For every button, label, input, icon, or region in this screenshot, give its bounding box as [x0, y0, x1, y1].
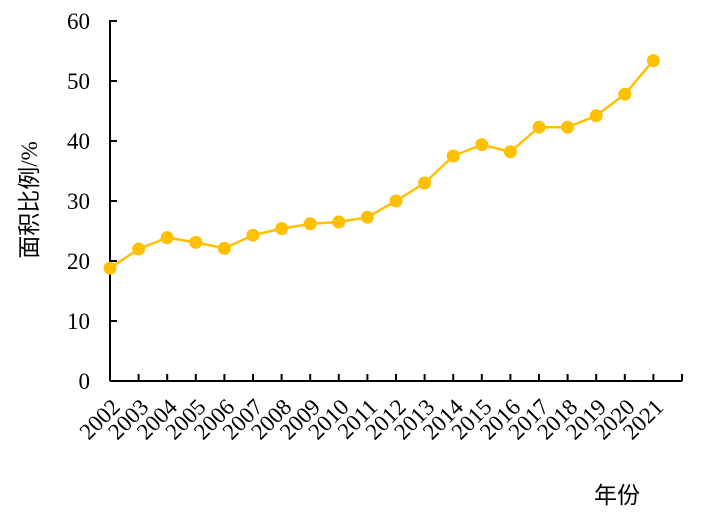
y-tick-label: 0 [79, 369, 91, 394]
data-point [303, 217, 317, 231]
data-point [103, 261, 117, 275]
data-point [561, 120, 575, 134]
data-point [618, 87, 632, 101]
y-tick-label: 50 [67, 69, 90, 94]
data-point [275, 222, 289, 236]
data-point [332, 215, 346, 229]
data-point [160, 231, 174, 245]
axes-layer: 0102030405060200220032004200520062007200… [67, 9, 683, 444]
x-axis-title: 年份 [594, 483, 640, 508]
y-tick-label: 60 [67, 9, 90, 34]
data-point [132, 242, 146, 256]
data-point [646, 54, 660, 68]
data-point [246, 228, 260, 242]
data-point [503, 145, 517, 159]
data-point [217, 241, 231, 255]
data-point [418, 176, 432, 190]
series-line [109, 59, 655, 270]
data-point [360, 210, 374, 224]
data-point [475, 138, 489, 152]
y-tick-label: 20 [67, 249, 90, 274]
series-layer [103, 54, 660, 275]
data-point [389, 194, 403, 208]
data-point [589, 109, 603, 123]
data-point [189, 235, 203, 249]
y-axis-title: 面积比例/% [17, 141, 42, 259]
data-point [446, 149, 460, 163]
y-tick-label: 40 [67, 129, 90, 154]
y-tick-label: 30 [67, 189, 90, 214]
data-point [532, 120, 546, 134]
y-tick-label: 10 [67, 309, 90, 334]
